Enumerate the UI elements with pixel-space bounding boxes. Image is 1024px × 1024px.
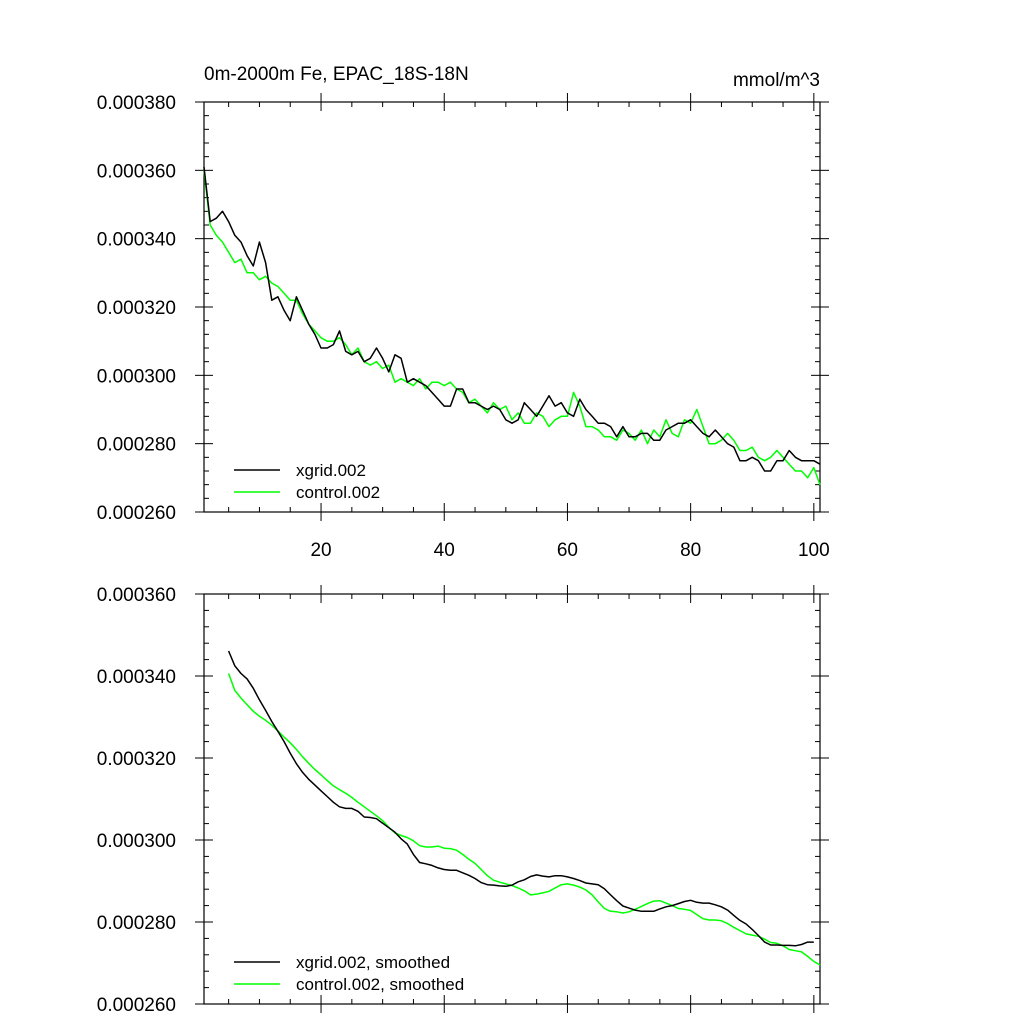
- plot-frame: [203, 593, 821, 1005]
- y-tick-label: 0.000260: [97, 503, 176, 524]
- x-tick-label: 20: [310, 540, 331, 561]
- legend-label: control.002: [296, 483, 380, 502]
- series-line-control: [203, 170, 821, 485]
- chart-title: 0m-2000m Fe, EPAC_18S-18N: [204, 64, 469, 85]
- x-tick-label: 100: [798, 540, 830, 561]
- y-tick-label: 0.000260: [97, 995, 176, 1016]
- legend-label: control.002, smoothed: [296, 975, 464, 994]
- y-tick-label: 0.000300: [97, 366, 176, 387]
- series-line-xgrid: [203, 166, 821, 472]
- y-tick-label: 0.000280: [97, 913, 176, 934]
- y-tick-label: 0.000340: [97, 230, 176, 251]
- y-tick-label: 0.000280: [97, 435, 176, 456]
- y-tick-label: 0.000300: [97, 831, 176, 852]
- series-line-control: [227, 673, 821, 966]
- y-tick-label: 0.000360: [97, 585, 176, 606]
- units-label: mmol/m^3: [733, 70, 820, 91]
- plot-frame: [203, 101, 821, 513]
- x-tick-label: 40: [434, 540, 455, 561]
- legend-label: xgrid.002, smoothed: [296, 953, 450, 972]
- legend-label: xgrid.002: [296, 461, 366, 480]
- y-tick-label: 0.000320: [97, 298, 176, 319]
- y-tick-label: 0.000340: [97, 667, 176, 688]
- plot-top: 0m-2000m Fe, EPAC_18S-18N mmol/m^3 0.000…: [97, 64, 830, 561]
- y-tick-label: 0.000360: [97, 161, 176, 182]
- x-tick-label: 80: [680, 540, 701, 561]
- y-tick-label: 0.000320: [97, 749, 176, 770]
- x-tick-label: 60: [557, 540, 578, 561]
- series-line-xgrid: [227, 650, 814, 947]
- y-tick-label: 0.000380: [97, 93, 176, 114]
- plot-bottom: 0.000260 0.000280 0.000300 0.000320 0.000340…: [97, 585, 829, 1016]
